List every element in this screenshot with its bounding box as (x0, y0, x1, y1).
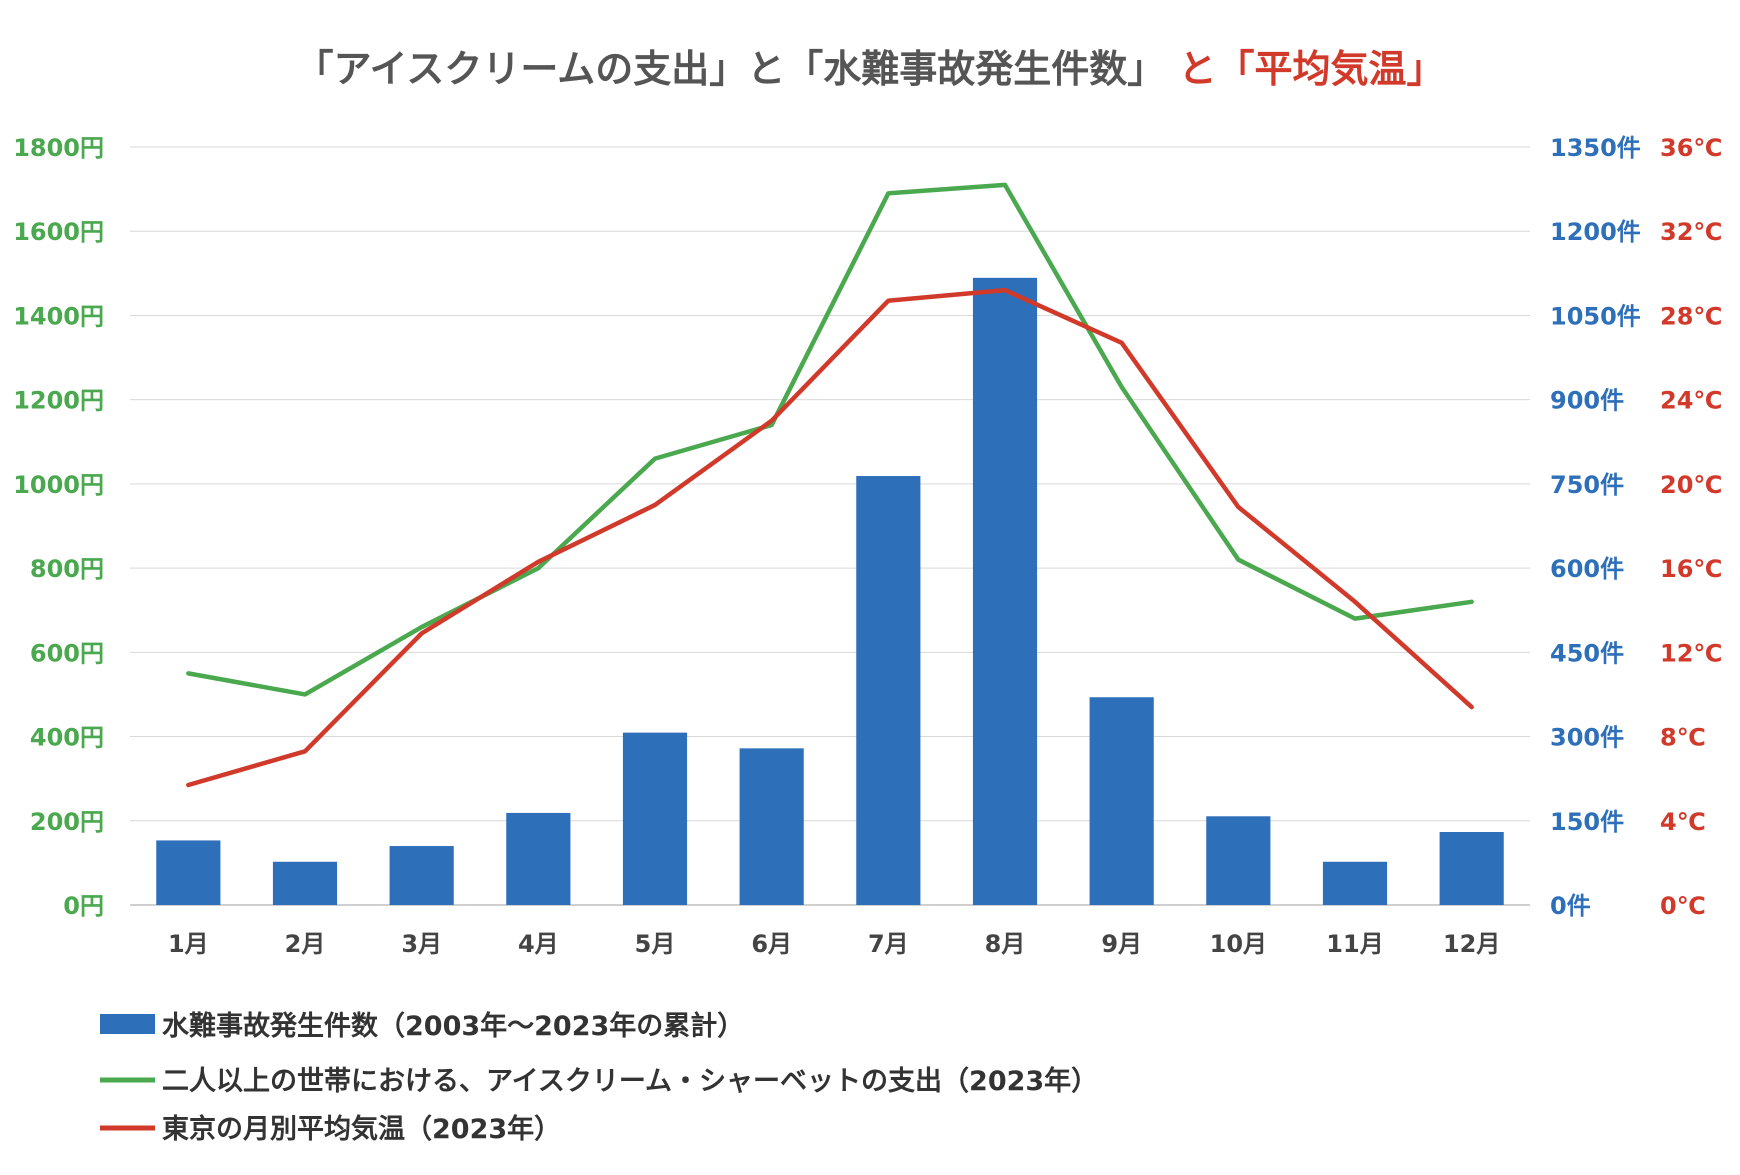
x-tick-label: 6月 (751, 930, 792, 958)
right-temp-tick-label: 32℃ (1660, 218, 1722, 246)
left-tick-label: 600円 (30, 639, 104, 667)
chart-title-part2: と「平均気温」 (1179, 47, 1445, 91)
right-count-tick-label: 1200件 (1550, 218, 1641, 246)
bar (1322, 861, 1388, 905)
x-tick-label: 4月 (518, 930, 559, 958)
right-count-tick-label: 750件 (1550, 471, 1624, 499)
right-temp-tick-label: 16℃ (1660, 555, 1722, 583)
x-tick-label: 5月 (635, 930, 676, 958)
right-axis-temp-ticks: 0℃ 4℃ 8℃ 12℃ 16℃ 20℃ 24℃ 28℃ 32℃ 36℃ (1660, 134, 1722, 920)
x-tick-label: 11月 (1326, 930, 1383, 958)
gridlines (130, 146, 1530, 906)
right-temp-tick-label: 20℃ (1660, 471, 1722, 499)
bar (389, 846, 454, 905)
left-tick-label: 1800円 (13, 134, 104, 162)
bar (739, 748, 804, 905)
left-tick-label: 0円 (63, 892, 104, 920)
right-temp-tick-label: 4℃ (1660, 808, 1706, 836)
legend-swatch (100, 1014, 155, 1034)
right-temp-tick-label: 28℃ (1660, 302, 1722, 330)
left-tick-label: 1000円 (13, 471, 104, 499)
bar-series (156, 277, 1504, 905)
right-count-tick-label: 300件 (1550, 724, 1624, 752)
series-line (186, 182, 1474, 697)
bar (272, 861, 338, 905)
x-tick-label: 10月 (1210, 930, 1267, 958)
x-tick-label: 2月 (285, 930, 326, 958)
bar (1089, 697, 1154, 905)
right-count-tick-label: 1350件 (1550, 134, 1641, 162)
right-count-tick-label: 150件 (1550, 808, 1624, 836)
x-tick-label: 1月 (168, 930, 209, 958)
right-axis-count-ticks: 0件 150件 300件 450件 600件 750件 900件 1050件 1200件 1350… (1550, 134, 1641, 920)
left-tick-label: 1600円 (13, 218, 104, 246)
bar (506, 812, 571, 905)
right-temp-tick-label: 0℃ (1660, 892, 1706, 920)
right-count-tick-label: 0件 (1550, 892, 1591, 920)
bar (156, 840, 221, 905)
x-tick-label: 8月 (985, 930, 1026, 958)
right-temp-tick-label: 8℃ (1660, 724, 1706, 752)
left-tick-label: 800円 (30, 555, 104, 583)
right-temp-tick-label: 24℃ (1660, 387, 1722, 415)
bar (622, 732, 688, 905)
chart-title-part1: 「アイスクリームの支出」と「水難事故発生件数」 (295, 47, 1165, 91)
left-axis-ticks: 0円 200円 400円 600円 800円 1000円 1200円 1400円 1600円 18… (13, 134, 104, 920)
bar (856, 476, 921, 905)
right-count-tick-label: 1050件 (1550, 302, 1641, 330)
x-tick-label: 12月 (1443, 930, 1500, 958)
x-tick-label: 3月 (401, 930, 442, 958)
left-tick-label: 200円 (30, 808, 104, 836)
bar (1206, 816, 1271, 905)
x-tick-label: 9月 (1101, 930, 1142, 958)
x-axis-ticks: 1月 2月 3月 4月 5月 6月 7月 8月 9月 10月 11月 12月 (168, 930, 1500, 958)
legend: 水難事故発生件数（2003年～2023年の累計） 二人以上の世帯における、アイスク… (100, 1010, 1098, 1145)
legend-label: 水難事故発生件数（2003年～2023年の累計） (162, 1010, 744, 1042)
left-tick-label: 400円 (30, 724, 104, 752)
right-count-tick-label: 450件 (1550, 639, 1624, 667)
series-line (186, 287, 1474, 788)
legend-label: 東京の月別平均気温（2023年） (162, 1113, 561, 1145)
right-count-tick-label: 600件 (1550, 555, 1624, 583)
right-temp-tick-label: 12℃ (1660, 639, 1722, 667)
x-tick-label: 7月 (868, 930, 909, 958)
bar (972, 277, 1038, 905)
left-tick-label: 1400円 (13, 302, 104, 330)
right-count-tick-label: 900件 (1550, 387, 1624, 415)
legend-label: 二人以上の世帯における、アイスクリーム・シャーベットの支出（2023年） (162, 1065, 1098, 1097)
left-tick-label: 1200円 (13, 387, 104, 415)
right-temp-tick-label: 36℃ (1660, 134, 1722, 162)
chart-title: 「アイスクリームの支出」と「水難事故発生件数」 と「平均気温」 (295, 47, 1444, 91)
bar (1439, 832, 1504, 905)
line-series (186, 182, 1474, 788)
